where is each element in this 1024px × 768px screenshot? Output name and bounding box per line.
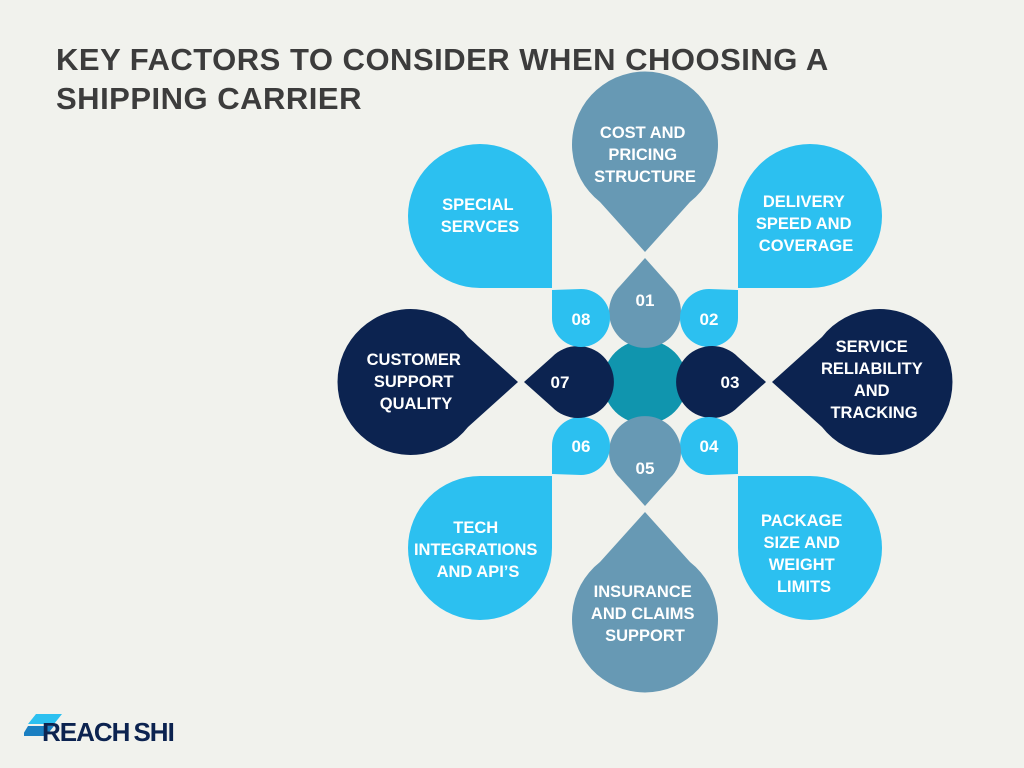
factor-08-number: 08 bbox=[572, 310, 591, 329]
factor-08-label: SPECIAL SERVCES bbox=[441, 196, 520, 236]
factor-06-number: 06 bbox=[572, 437, 591, 456]
factor-06-label: TECH INTEGRATIONS AND API’S bbox=[414, 519, 542, 581]
factor-01-number: 01 bbox=[636, 291, 655, 310]
factor-05-drop bbox=[572, 512, 719, 693]
factor-07-label: CUSTOMER SUPPORT QUALITY bbox=[367, 351, 466, 413]
arrow-logo-icon bbox=[24, 714, 62, 736]
factor-05-number-drop bbox=[609, 416, 682, 506]
factor-08: 08 SPECIAL SERVCES bbox=[408, 144, 610, 347]
factor-02-number: 02 bbox=[700, 310, 719, 329]
page-title: KEY FACTORS TO CONSIDER WHEN CHOOSING A … bbox=[56, 42, 828, 116]
factor-04-leaf bbox=[738, 476, 882, 620]
factor-05-number: 05 bbox=[636, 459, 655, 478]
factor-03-number-drop bbox=[676, 345, 766, 418]
factor-05-label: INSURANCE AND CLAIMS SUPPORT bbox=[591, 583, 699, 645]
logo-ship: SHIP bbox=[133, 717, 174, 747]
factor-05: 05 INSURANCE AND CLAIMS SUPPORT bbox=[572, 416, 719, 693]
factor-04: 04 PACKAGE SIZE AND WEIGHT LIMITS bbox=[680, 417, 882, 620]
factor-07-drop bbox=[337, 309, 518, 455]
reachship-logo: REACHSHIP bbox=[24, 714, 174, 747]
factor-03: 03 SERVICE RELIABILITY AND TRACKING bbox=[676, 309, 953, 455]
center-circle bbox=[603, 340, 687, 424]
factor-02-label: DELIVERY SPEED AND COVERAGE bbox=[756, 193, 856, 255]
factor-03-drop bbox=[772, 309, 953, 455]
factor-07: 07 CUSTOMER SUPPORT QUALITY bbox=[337, 309, 614, 455]
factor-02: 02 DELIVERY SPEED AND COVERAGE bbox=[680, 144, 882, 347]
factor-03-label: SERVICE RELIABILITY AND TRACKING bbox=[821, 338, 927, 422]
factor-04-number-leaf bbox=[680, 417, 738, 475]
factor-01-drop bbox=[572, 71, 718, 253]
factor-01: 01 COST AND PRICING STRUCTURE bbox=[572, 71, 718, 348]
factor-06-leaf bbox=[408, 476, 552, 620]
factor-01-number-drop bbox=[609, 258, 682, 348]
factor-07-number: 07 bbox=[551, 373, 570, 392]
factor-02-leaf bbox=[738, 144, 882, 288]
factor-08-number-leaf bbox=[552, 289, 610, 347]
factor-03-number: 03 bbox=[721, 373, 740, 392]
factor-04-number: 04 bbox=[700, 437, 719, 456]
factor-01-label: COST AND PRICING STRUCTURE bbox=[594, 124, 696, 186]
factor-07-number-drop bbox=[524, 346, 614, 418]
logo-reach: REACH bbox=[42, 717, 130, 747]
factor-04-label: PACKAGE SIZE AND WEIGHT LIMITS bbox=[761, 512, 847, 596]
factor-08-leaf bbox=[408, 144, 552, 288]
factor-02-number-leaf bbox=[680, 289, 738, 347]
factor-06-number-leaf bbox=[552, 417, 610, 475]
factor-06: 06 TECH INTEGRATIONS AND API’S bbox=[408, 417, 610, 620]
svg-text:REACHSHIP: REACHSHIP bbox=[42, 717, 174, 747]
